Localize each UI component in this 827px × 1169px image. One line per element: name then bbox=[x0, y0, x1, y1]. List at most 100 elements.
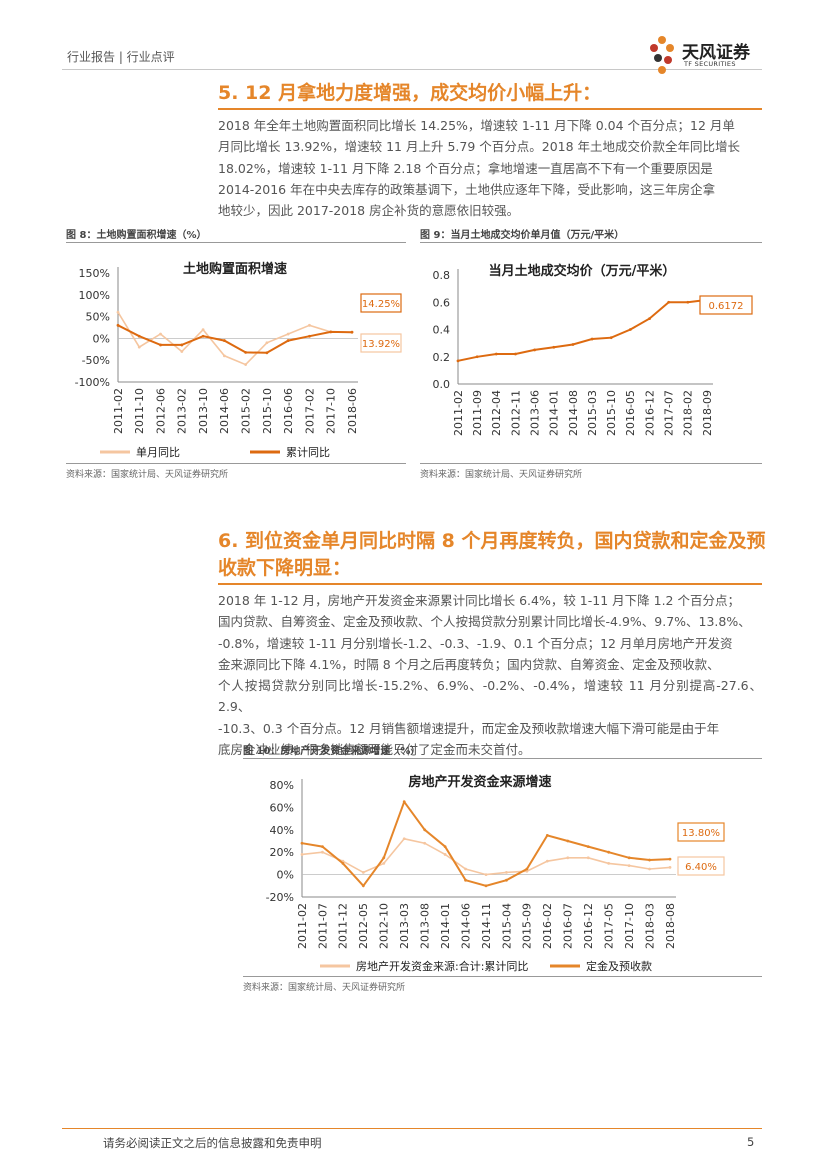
series-line-2 bbox=[117, 324, 353, 354]
fig10-caption: 图 10：房地产开发资金来源增速（%） bbox=[243, 746, 421, 757]
paragraph-line: 底房企冲业绩，很多销售额可能只付了定金而未交首付。 bbox=[218, 742, 531, 758]
callout-box bbox=[699, 295, 753, 315]
series-point-1 bbox=[648, 867, 651, 871]
y-tick-label: 20% bbox=[270, 846, 294, 859]
series-point-1 bbox=[545, 859, 549, 863]
series-point-2 bbox=[443, 845, 447, 848]
land-area-chart: 土地购置面积增速 150% 100% 50% 0% -50% -100%2011-02 201… bbox=[75, 261, 402, 459]
y-tick-label: 0.4 bbox=[433, 324, 451, 337]
y-tick-label: -20% bbox=[266, 891, 294, 904]
series-point-1 bbox=[464, 867, 467, 871]
series-point-2 bbox=[116, 323, 120, 327]
footer-disclaimer: 请务必阅读正文之后的信息披露和免责申明 bbox=[103, 1136, 322, 1150]
x-tick-label: 2011-09 bbox=[471, 390, 484, 436]
series-point-2 bbox=[350, 330, 354, 334]
x-tick-label: 2014-01 bbox=[548, 390, 561, 436]
callout-value: 6.40% bbox=[685, 862, 717, 873]
legend-label: 定金及预收款 bbox=[586, 959, 652, 973]
x-tick-label: 2014-11 bbox=[480, 903, 493, 949]
series-point-2 bbox=[329, 330, 333, 334]
series-point-2 bbox=[402, 800, 406, 804]
series-point-1 bbox=[475, 355, 479, 359]
series-point-1 bbox=[308, 323, 311, 327]
logo-cn-text: 天风证券 bbox=[682, 43, 750, 63]
series-point-1 bbox=[321, 850, 324, 854]
legend-label: 累计同比 bbox=[286, 446, 330, 459]
series-point-2 bbox=[566, 839, 570, 843]
x-tick-label: 2011-12 bbox=[337, 903, 350, 949]
series-point-1 bbox=[590, 337, 594, 341]
series-point-2 bbox=[464, 878, 467, 882]
series-point-2 bbox=[265, 351, 269, 355]
series-point-1 bbox=[456, 359, 460, 363]
x-tick-label: 2011-10 bbox=[133, 388, 146, 434]
series-point-1 bbox=[244, 363, 248, 366]
y-tick-label: 0.0 bbox=[433, 378, 451, 391]
series-point-2 bbox=[308, 334, 311, 338]
series-point-2 bbox=[286, 339, 290, 342]
callout-box bbox=[360, 293, 402, 313]
series-point-1 bbox=[159, 332, 162, 336]
x-tick-label: 2012-05 bbox=[357, 903, 370, 949]
y-tick-label: 0.8 bbox=[433, 269, 451, 282]
y-tick-label: 40% bbox=[270, 824, 294, 837]
legend-label: 单月同比 bbox=[136, 446, 180, 459]
x-tick-label: 2015-10 bbox=[605, 390, 618, 436]
x-tick-label: 2015-09 bbox=[521, 903, 534, 949]
paragraph-line: -0.8%，增速较 1-11 月分别增长-1.2、-0.3、-1.9、0.1 个… bbox=[218, 635, 733, 651]
section6-title-line1: 6. 到位资金单月同比时隔 8 个月再度转负，国内贷款和定金及预 bbox=[218, 530, 766, 552]
fund-source-chart: 房地产开发资金来源增速 80% 60% 40% 20% 0% -20%2011-02 2011… bbox=[266, 774, 725, 973]
x-tick-label: 2013-06 bbox=[528, 390, 541, 436]
x-tick-label: 2017-02 bbox=[303, 388, 316, 434]
paragraph-line: 金来源同比下降 4.1%，时隔 8 个月之后再度转负；国内贷款、自筹资金、定金及… bbox=[218, 656, 720, 672]
series-point-1 bbox=[443, 853, 447, 856]
series-point-2 bbox=[361, 884, 365, 888]
series-point-2 bbox=[159, 343, 162, 347]
series-point-1 bbox=[627, 864, 631, 868]
y-tick-label: 100% bbox=[79, 289, 110, 302]
series-point-2 bbox=[607, 850, 611, 854]
section5-paragraph: 2018 年全年土地购置面积同比增长 14.25%，增速较 1-11 月下降 0… bbox=[218, 115, 762, 221]
paragraph-line: 2018 年 1-12 月，房地产开发资金来源累计同比增长 6.4%，较 1-1… bbox=[218, 593, 740, 608]
x-tick-label: 2015-04 bbox=[500, 903, 513, 949]
series-point-1 bbox=[201, 328, 205, 332]
fig8-source: 资料来源：国家统计局、天风证券研究所 bbox=[66, 470, 229, 480]
series-point-2 bbox=[545, 834, 549, 837]
y-tick-label: -50% bbox=[82, 354, 110, 367]
paragraph-line: 2014-2016 年在中央去库存的政策基调下，土地供应逐年下降，受此影响，这三… bbox=[218, 181, 716, 197]
logo-en-text: TF SECURITIES bbox=[684, 60, 736, 68]
series-point-2 bbox=[300, 841, 304, 845]
series-point-1 bbox=[484, 873, 488, 876]
series-point-1 bbox=[137, 345, 141, 349]
paragraph-line: 个人按揭贷款分别同比增长-15.2%、6.9%、-0.2%、-0.4%，增速较 … bbox=[218, 678, 762, 715]
series-point-1 bbox=[300, 853, 304, 856]
series-point-1 bbox=[423, 841, 427, 845]
callout-value: 13.80% bbox=[682, 828, 720, 839]
series-point-2 bbox=[525, 867, 529, 871]
series-point-1 bbox=[525, 869, 529, 873]
series-point-1 bbox=[505, 870, 508, 874]
x-tick-label: 2016-02 bbox=[541, 903, 554, 949]
section5-title: 5. 12 月拿地力度增强，成交均价小幅上升： bbox=[218, 82, 602, 104]
fig10-bottom-rule bbox=[243, 976, 762, 977]
fig10-source: 资料来源：国家统计局、天风证券研究所 bbox=[243, 983, 406, 993]
section6-title-rule bbox=[218, 583, 762, 585]
x-tick-label: 2018-02 bbox=[682, 390, 695, 436]
series-line-1 bbox=[301, 837, 671, 876]
y-tick-label: 50% bbox=[86, 311, 110, 324]
series-point-1 bbox=[222, 354, 226, 358]
callout-box bbox=[677, 856, 725, 876]
paragraph-line: 月同比增长 13.92%，增速较 11 月上升 5.79 个百分点。2018 年… bbox=[218, 139, 741, 155]
x-tick-label: 2018-08 bbox=[664, 903, 677, 949]
series-line-1 bbox=[117, 311, 353, 366]
x-tick-label: 2013-03 bbox=[398, 903, 411, 949]
fig9-caption-rule bbox=[420, 242, 762, 243]
series-point-2 bbox=[648, 858, 651, 862]
series-point-2 bbox=[382, 856, 386, 860]
series-point-2 bbox=[137, 334, 141, 338]
x-tick-label: 2014-01 bbox=[439, 903, 452, 949]
x-tick-label: 2015-03 bbox=[586, 390, 599, 436]
x-tick-label: 2017-10 bbox=[325, 388, 338, 434]
y-tick-label: 0.6 bbox=[433, 296, 451, 309]
x-tick-label: 2018-03 bbox=[643, 903, 656, 949]
